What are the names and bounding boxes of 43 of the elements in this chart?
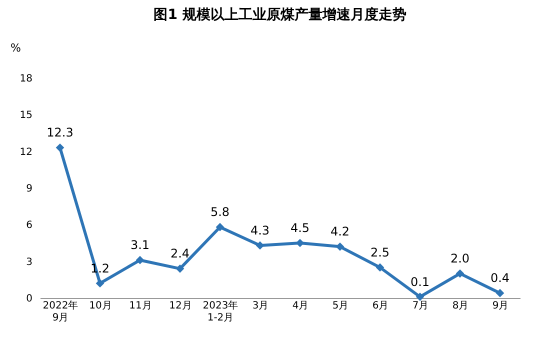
y-tick-label: 12 (20, 146, 32, 158)
x-tick-label: 2022年 9月 (42, 300, 78, 324)
point (336, 242, 344, 251)
x-tick-label: 7月 (412, 300, 429, 312)
data-label: 2.5 (370, 245, 390, 260)
data-label: 5.8 (210, 205, 230, 220)
data-label: 0.1 (410, 274, 430, 289)
point (456, 269, 464, 278)
x-tick-label: 11月 (129, 300, 152, 312)
point (216, 222, 224, 232)
y-tick-label: 6 (26, 220, 32, 232)
point (176, 264, 184, 273)
x-tick-label: 10月 (89, 300, 112, 312)
data-label: 2.4 (170, 246, 190, 261)
y-tick-label: 9 (26, 184, 32, 194)
point (376, 263, 384, 272)
point (416, 292, 424, 301)
data-label: 4.5 (290, 221, 310, 235)
data-label: 4.2 (330, 224, 350, 239)
data-label: 2.0 (450, 252, 470, 266)
point (496, 288, 504, 298)
data-label: 0.4 (490, 271, 510, 286)
x-tick-label: 6月 (372, 300, 389, 312)
chart-title: 图1 规模以上工业原煤产量增速月度走势 (154, 6, 406, 23)
x-tick-label: 3月 (252, 300, 269, 312)
y-axis-title: % (10, 42, 21, 54)
x-tick-label: 2023年 1-2月 (202, 300, 238, 324)
x-tick-label: 9月 (492, 300, 509, 312)
y-tick-label: 15 (20, 110, 32, 122)
point (96, 279, 104, 288)
x-tick-label: 12月 (169, 300, 192, 312)
y-tick-label: 18 (20, 74, 32, 84)
y-tick-label: 0 (26, 294, 32, 304)
point (296, 238, 304, 248)
point (56, 143, 64, 152)
data-label: 4.3 (250, 223, 270, 238)
x-tick-label: 4月 (292, 300, 309, 312)
data-label: 3.1 (130, 238, 150, 252)
x-tick-label: 5月 (332, 300, 349, 312)
x-tick-label: 8月 (452, 300, 469, 312)
point (136, 256, 144, 264)
data-label: 12.3 (46, 126, 74, 140)
y-tick-label: 3 (26, 256, 32, 268)
